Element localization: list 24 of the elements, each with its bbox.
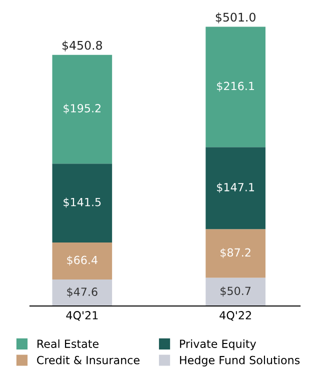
- legend-label: Real Estate: [38, 339, 98, 348]
- total-label: $501.0: [216, 12, 256, 24]
- x-tick-label: 4Q'22: [220, 311, 251, 321]
- x-tick-label: 4Q'21: [66, 311, 98, 321]
- bar: [52, 164, 112, 242]
- bar: [52, 279, 112, 306]
- data-label: $50.7: [220, 286, 251, 297]
- data-label: $87.2: [220, 248, 250, 258]
- total-label: $450.8: [62, 40, 102, 52]
- data-label: $47.6: [67, 287, 98, 298]
- bar: [206, 147, 266, 230]
- data-label: $216.1: [217, 82, 254, 92]
- bar: [52, 242, 112, 280]
- data-label: $141.5: [64, 198, 101, 208]
- bar: [206, 278, 266, 306]
- legend-label: Hedge Fund Solutions: [180, 356, 300, 366]
- data-label: $147.1: [217, 182, 254, 193]
- legend-label: Private Equity: [180, 339, 256, 350]
- data-label: $195.2: [64, 104, 100, 114]
- bar: [206, 229, 266, 278]
- bar: [52, 54, 112, 164]
- data-label: $66.4: [67, 256, 98, 266]
- legend-label: Credit & Insurance: [37, 356, 140, 364]
- bar: [206, 26, 266, 148]
